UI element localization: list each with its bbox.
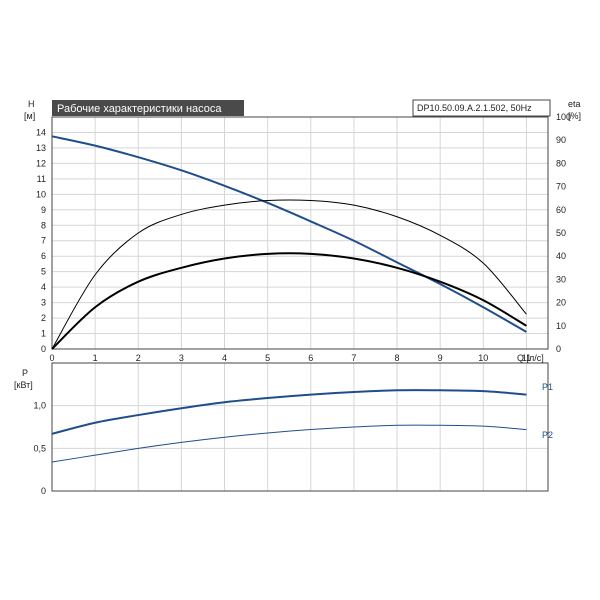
p-tick-label: 0 — [41, 486, 46, 496]
y-axis-unit-h: [м] — [24, 111, 35, 121]
series-label-p1: P1 — [542, 382, 553, 392]
x-tick-label: 6 — [308, 353, 313, 363]
eta-tick-label: 70 — [556, 182, 566, 192]
x-tick-label: 0 — [49, 353, 54, 363]
bottom-plot-series — [51, 389, 527, 463]
bottom-plot-frame — [51, 362, 549, 492]
eta-tick-label: 20 — [556, 298, 566, 308]
h-tick-label: 6 — [41, 251, 46, 261]
h-tick-label: 11 — [37, 174, 46, 184]
h-tick-label: 14 — [36, 127, 46, 137]
h-tick-label: 13 — [36, 143, 46, 153]
top-plot-series — [51, 135, 527, 350]
x-tick-label: 10 — [478, 353, 488, 363]
top-plot-ticks: 0 1 2 3 4 5 6 7 8 9 10 1101234567891011121314010203… — [36, 112, 571, 363]
eta-tick-label: 100 — [556, 112, 571, 122]
h-tick-label: 10 — [36, 189, 46, 199]
p1-curve — [51, 389, 527, 435]
x-tick-label: 9 — [438, 353, 443, 363]
x-axis-label-q: Q [л/с] — [517, 353, 544, 363]
h-tick-label: 4 — [41, 282, 46, 292]
eta-tick-label: 0 — [556, 344, 561, 354]
eta-tick-label: 90 — [556, 135, 566, 145]
h-tick-label: 7 — [41, 236, 46, 246]
eta-tick-label: 30 — [556, 274, 566, 284]
eta-total-curve — [51, 252, 527, 350]
eta-tick-label: 60 — [556, 205, 566, 215]
x-tick-label: 11 — [522, 353, 531, 363]
h-tick-label: 12 — [36, 158, 46, 168]
x-tick-label: 5 — [265, 353, 270, 363]
h-tick-label: 5 — [41, 267, 46, 277]
h-tick-label: 1 — [41, 329, 46, 339]
x-tick-label: 4 — [222, 353, 227, 363]
series-label-p2: P2 — [542, 430, 553, 440]
h-tick-label: 9 — [41, 205, 46, 215]
model-label-box — [412, 99, 551, 117]
y2-axis-label-eta: eta — [568, 99, 581, 109]
eta-tick-label: 10 — [556, 321, 566, 331]
eta-tick-label: 50 — [556, 228, 566, 238]
top-plot-frame — [51, 116, 549, 350]
p2-curve — [51, 424, 527, 463]
y-axis-unit-p: [кВт] — [14, 380, 33, 390]
eta-tick-label: 40 — [556, 251, 566, 261]
x-tick-label: 8 — [395, 353, 400, 363]
h-curve — [51, 135, 527, 333]
x-tick-label: 7 — [351, 353, 356, 363]
bottom-plot-grid — [51, 363, 548, 492]
chart-title-box — [52, 100, 244, 116]
chart-title: Рабочие характеристики насоса — [57, 103, 222, 115]
h-tick-label: 0 — [41, 344, 46, 354]
model-label: DP10.50.09.A.2.1.502, 50Hz — [417, 103, 532, 113]
h-tick-label: 3 — [41, 298, 46, 308]
p-tick-label: 1,0 — [33, 401, 46, 411]
x-tick-label: 1 — [93, 353, 98, 363]
p-tick-label: 0,5 — [33, 443, 46, 453]
y-axis-label-p: P — [22, 368, 28, 378]
y2-axis-unit-eta: [%] — [568, 111, 581, 121]
x-tick-label: 2 — [136, 353, 141, 363]
top-plot-grid — [51, 117, 548, 350]
h-tick-label: 8 — [41, 220, 46, 230]
bottom-plot-ticks: 0 0,5 1,0 — [33, 401, 46, 496]
eta-tick-label: 80 — [556, 158, 566, 168]
h-tick-label: 2 — [41, 313, 46, 323]
y-axis-label-h: H — [28, 99, 35, 109]
eta-pump-curve — [51, 199, 527, 350]
x-tick-label: 3 — [179, 353, 184, 363]
